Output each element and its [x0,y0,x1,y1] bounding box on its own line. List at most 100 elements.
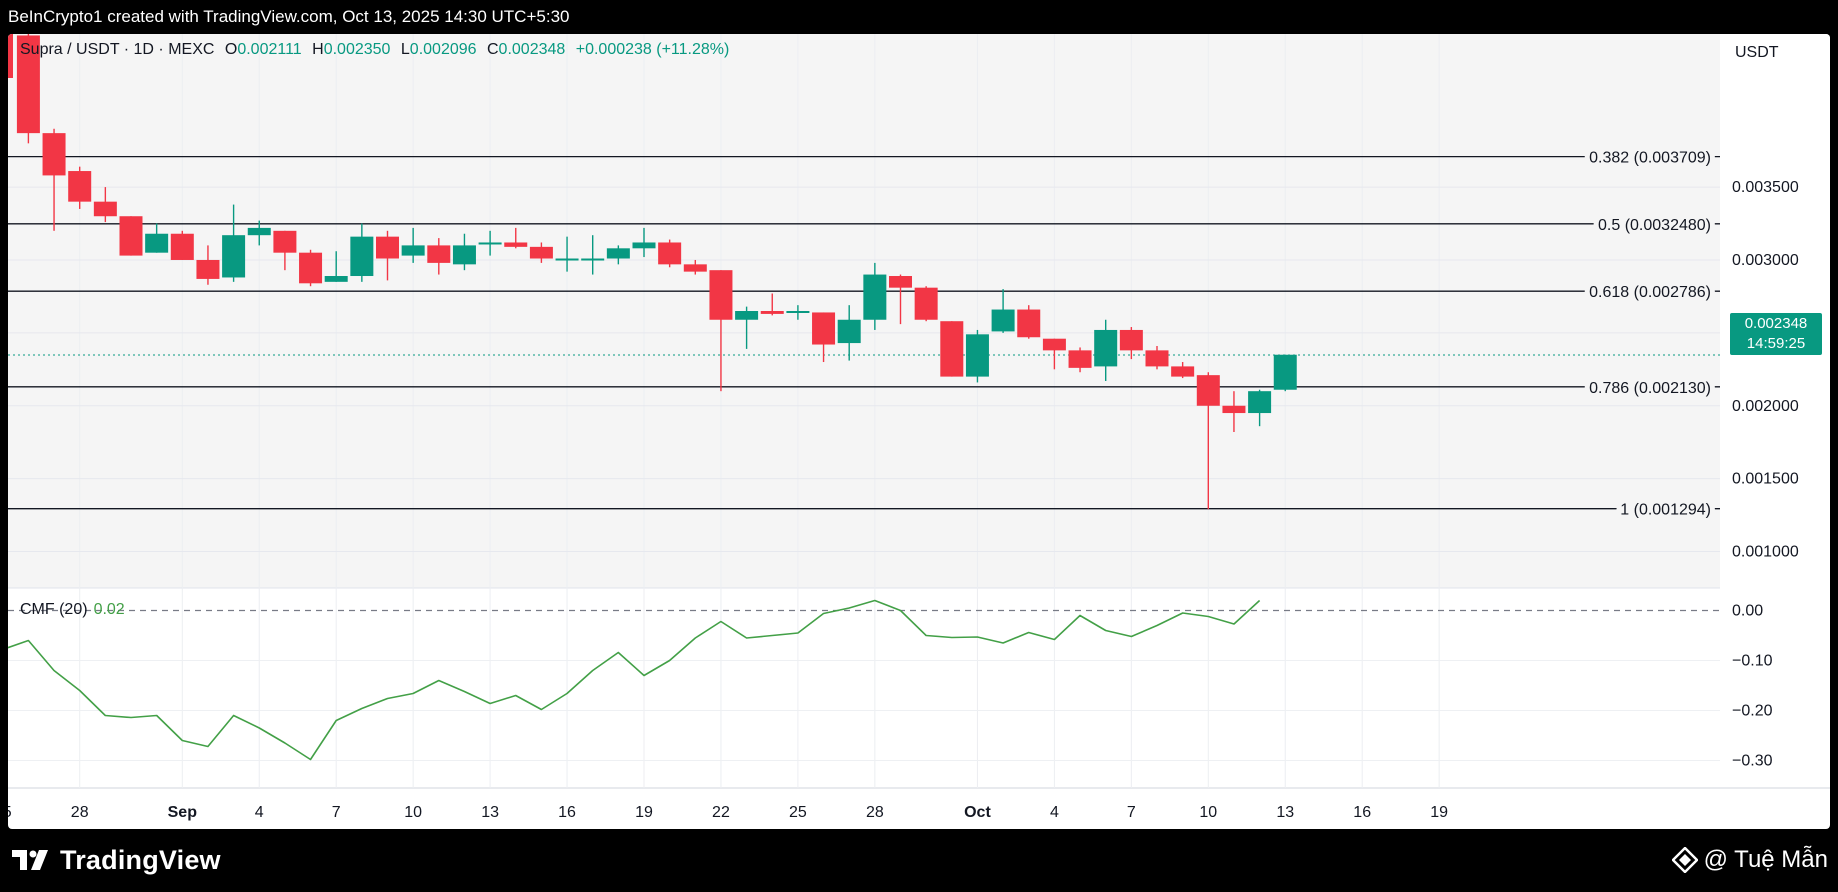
symbol-title[interactable]: Supra / USDT · 1D · MEXC [20,41,215,58]
candle-body [1196,375,1220,406]
close-value: 0.002348 [498,41,566,58]
candle-body [914,287,938,320]
low-label: L [400,41,410,58]
cmf-value: 0.02 [93,601,125,618]
x-tick-label: 10 [404,804,422,821]
candle-body [529,246,553,259]
candle-body [119,216,143,256]
candle-body [145,233,169,253]
cmf-pane-background [8,588,1720,788]
x-tick-label: 13 [481,804,499,821]
high-value: 0.002350 [323,41,391,58]
x-tick-label: 25 [789,804,807,821]
price-tick-label: 0.001000 [1732,544,1799,561]
candle-body [299,252,323,284]
last-price-tag: 0.002348 14:59:25 [1730,313,1822,355]
fib-level-label: 0.5 (0.0032480) [1598,217,1711,234]
grid-lines [8,34,1720,788]
candlestick-series [16,34,1297,510]
footer-bar: TradingView @ Tuệ Mẫn [0,829,1838,892]
candle-body [324,276,348,282]
x-tick-label: 16 [558,804,576,821]
x-tick-label: 10 [1199,804,1217,821]
x-tick-label: 19 [635,804,653,821]
candle-body [632,242,656,249]
x-tick-label: 28 [71,804,89,821]
candle-body [350,236,374,277]
cmf-series [8,599,1261,761]
candle-body [478,242,502,245]
candle-body [504,242,528,247]
x-tick-label: 19 [1430,804,1448,821]
candle-body [658,242,682,265]
open-label: O [224,41,238,58]
chart-canvas[interactable]: 0.382 (0.003709) 0.5 (0.0032480) 0.618 (0.… [8,34,1830,829]
currency-label[interactable]: USDT [1735,44,1779,61]
candle-body [735,311,759,320]
candle-body [1222,405,1246,414]
candle-body [452,245,476,265]
candle-body [940,321,964,377]
candle-body [812,312,836,345]
fib-level-label: 0.618 (0.002786) [1589,284,1711,301]
fib-level-label: 0.786 (0.002130) [1589,380,1711,397]
author-name: @ Tuệ Mẫn [1703,846,1828,873]
candle-body [606,248,630,259]
candle-countdown: 14:59:25 [1746,335,1806,352]
candle-body [1094,329,1118,367]
fib-level-label: 1 (0.001294) [1620,502,1711,519]
last-price-value: 0.002348 [1744,315,1808,332]
price-tick-label: 0.003000 [1732,252,1799,269]
candle-body [1068,350,1092,368]
change-value: +0.000238 (+11.28%) [575,41,730,58]
ohlc-legend: Supra / USDT · 1D · MEXC O0.002111 H0.00… [20,41,729,59]
cmf-tick-label: 0.00 [1732,603,1763,620]
tradingview-logo[interactable]: TradingView [12,845,221,875]
x-tick-label: Sep [168,804,198,821]
x-tick-label: 4 [255,804,264,821]
candle-body [16,35,40,134]
close-label: C [486,41,499,58]
candle-body [1017,309,1041,338]
candle-body [273,230,297,253]
x-tick-label: 7 [1127,804,1136,821]
high-label: H [312,41,324,58]
candle-body [376,236,399,259]
open-value: 0.002111 [237,41,302,58]
x-tick-label: 22 [712,804,730,821]
x-tick-label: Oct [964,804,991,821]
candle-body [581,258,605,261]
axis-labels: 25 28 Sep 4 7 10 13 16 19 22 25 28 Oct 4 7 10 13 16 19 0.00… [8,179,1799,821]
fib-level-label: 0.382 (0.003709) [1589,150,1711,167]
candle-body [1042,338,1066,351]
x-tick-label: 4 [1050,804,1059,821]
candle-body [760,311,784,314]
price-tick-label: 0.003500 [1732,179,1799,196]
x-tick-label: 13 [1276,804,1294,821]
candle-body [965,334,989,377]
current-candle-marker [8,34,13,78]
candle-body [555,258,579,261]
candle-body [786,311,810,313]
candle-body [863,274,887,320]
cmf-line [8,599,1261,761]
candle-body [42,133,66,176]
x-tick-label: 7 [332,804,341,821]
candle-body [247,227,271,236]
cmf-tick-label: −0.20 [1732,703,1773,720]
candle-body [1145,350,1169,367]
candle-body [709,270,733,320]
low-value: 0.002096 [409,41,477,58]
candle-body [991,309,1015,332]
candle-body [170,233,194,260]
candle-body [1248,391,1272,414]
tradingview-logo-icon [12,850,48,870]
candle-body [401,245,425,256]
candle-body [683,264,707,272]
price-tick-label: 0.001500 [1732,471,1799,488]
candle-body [1119,329,1143,351]
candle-body [837,319,861,344]
cmf-label[interactable]: CMF (20) [20,601,88,618]
cmf-tick-label: −0.10 [1732,653,1773,670]
candle-body [1171,366,1195,377]
